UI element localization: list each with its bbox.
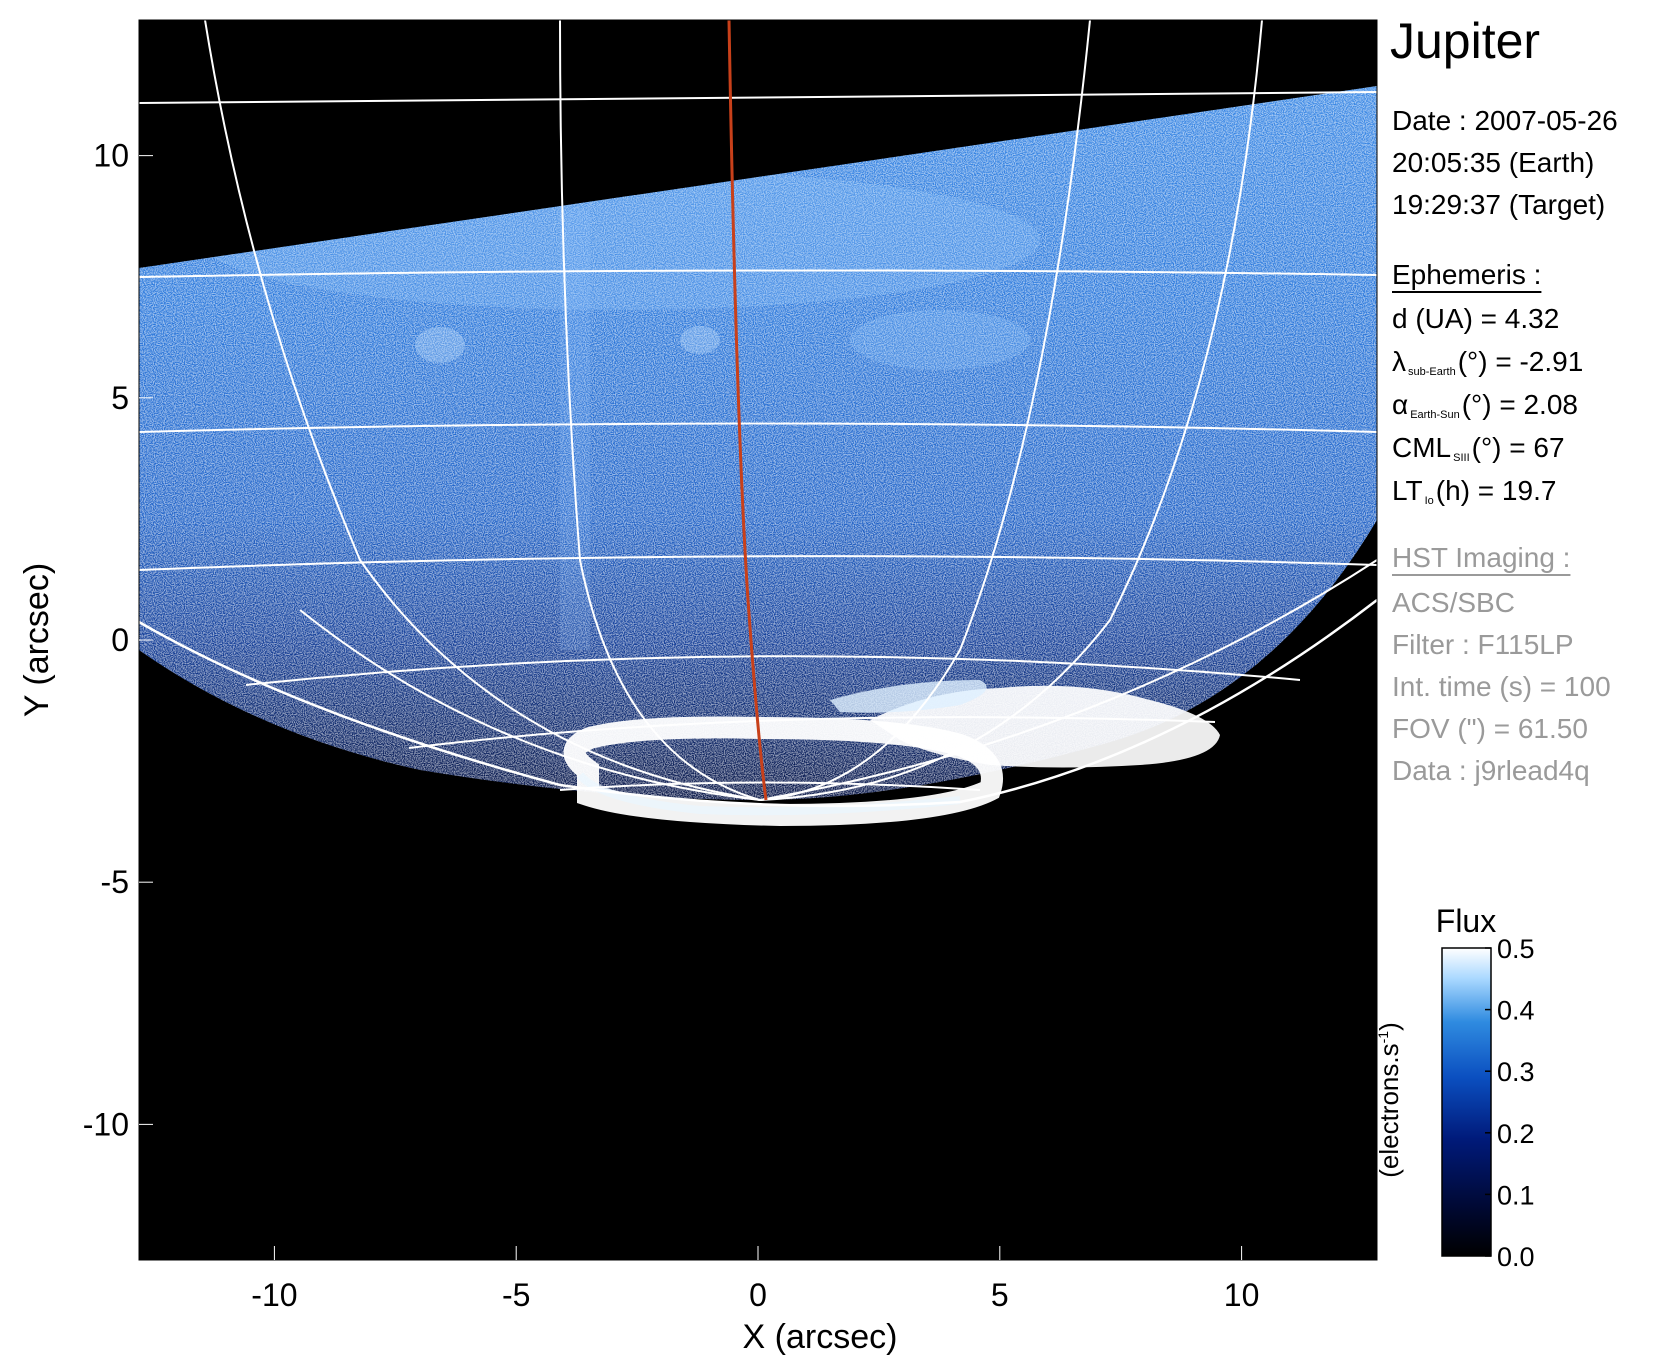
colorbar-gradient [1441,947,1492,1257]
alpha-value: (°) = 2.08 [1461,389,1578,420]
plot-area [139,20,1377,1260]
ephemeris-header: Ephemeris : [1392,259,1542,290]
lt-subscript: Io [1424,495,1434,507]
colorbar-ticks: 0.0 0.1 0.2 0.3 0.4 0.5 [1485,934,1535,1272]
x-axis-label: X (arcsec) [743,1318,898,1356]
colorbar-label-sup: -1 [1375,1031,1391,1044]
colorbar-tick-label: 0.4 [1497,996,1535,1026]
io-local-time: LT Io(h) = 19.7 [1392,470,1556,522]
alpha-symbol: α [1392,389,1409,420]
field-of-view: FOV (") = 61.50 [1392,713,1588,744]
colorbar-tick-label: 0.5 [1497,934,1535,964]
cml-subscript: SIII [1453,452,1470,464]
earth-time: 20:05:35 (Earth) [1392,147,1595,178]
colorbar-tick-label: 0.0 [1497,1242,1535,1272]
lt-symbol: LT [1392,475,1423,506]
filter: Filter : F115LP [1392,629,1574,660]
x-tick-label: 0 [749,1277,767,1313]
instrument: ACS/SBC [1392,587,1515,618]
y-tick-label: -10 [83,1106,129,1142]
hst-header: HST Imaging : [1392,542,1571,573]
colorbar: Flux 0.0 0.1 0.2 0.3 0.4 0.5 (electrons.s-1) [1374,903,1535,1272]
x-tick-label: -10 [251,1277,297,1313]
y-tick-label: 0 [111,622,129,658]
y-axis: -10 -5 0 5 10 [83,138,153,1142]
x-axis: -10 -5 0 5 10 [251,1246,1259,1313]
colorbar-title: Flux [1436,903,1496,939]
y-tick-label: 5 [111,380,129,416]
cml-symbol: CML [1392,432,1452,463]
central-meridian-line [727,20,768,801]
date-line: Date : 2007-05-26 [1392,105,1618,136]
target-title: Jupiter [1390,13,1541,69]
y-axis-label: Y (arcsec) [18,563,56,717]
x-tick-label: 10 [1224,1277,1260,1313]
lambda-value: (°) = -2.91 [1457,346,1584,377]
lt-value: (h) = 19.7 [1435,475,1557,506]
x-tick-label: -5 [502,1277,530,1313]
colorbar-tick-label: 0.1 [1497,1180,1535,1210]
colorbar-label-close: ) [1374,1022,1404,1031]
target-time: 19:29:37 (Target) [1392,189,1606,220]
lambda-symbol: λ [1392,346,1406,377]
alpha-subscript: Earth-Sun [1410,409,1460,421]
earth-sun-angle: α Earth-Sun(°) = 2.08 [1392,384,1578,436]
cml-number: (°) = 67 [1471,432,1565,463]
integration-time: Int. time (s) = 100 [1392,671,1611,702]
sub-earth-latitude: λ sub-Earth(°) = -2.91 [1392,341,1583,393]
y-tick-label: 10 [93,138,129,174]
colorbar-label-text: (electrons.s [1374,1043,1404,1177]
y-tick-label: -5 [101,864,129,900]
colorbar-label: (electrons.s-1) [1374,1022,1404,1178]
data-id: Data : j9rlead4q [1392,755,1590,786]
distance-value: d (UA) = 4.32 [1392,303,1560,334]
x-tick-label: 5 [991,1277,1009,1313]
colorbar-tick-label: 0.3 [1497,1057,1535,1087]
colorbar-tick-label: 0.2 [1497,1119,1535,1149]
cml-value: CML SIII(°) = 67 [1392,427,1565,479]
lambda-subscript: sub-Earth [1408,366,1456,378]
